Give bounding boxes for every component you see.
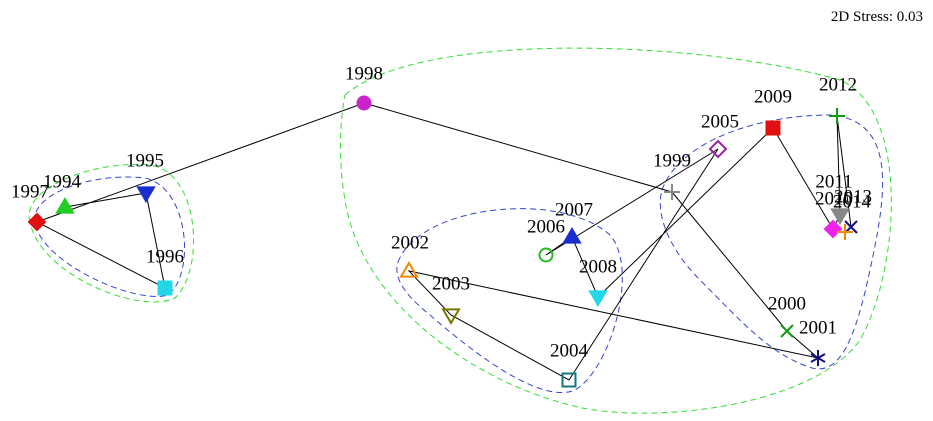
node-marker [830, 208, 850, 225]
node-marker [441, 308, 461, 325]
node-label: 1997 [11, 181, 49, 202]
node-marker [356, 95, 372, 111]
node-label: 2001 [799, 317, 837, 338]
node-label: 2011 [815, 171, 852, 192]
node-label: 2005 [701, 111, 739, 132]
trajectory-line [35, 102, 852, 381]
node-marker [823, 219, 843, 239]
node-marker [810, 353, 826, 363]
node-label: 2010 [815, 188, 853, 209]
group-ellipse [28, 163, 194, 303]
node-label: 1994 [43, 171, 82, 192]
node-marker [562, 227, 582, 244]
trajectory [35, 102, 852, 381]
node-label: 2014 [833, 191, 872, 212]
group-ellipse [339, 47, 892, 414]
node-label: 1995 [126, 150, 164, 171]
node-marker [157, 280, 173, 296]
node-marker [27, 212, 47, 232]
node-label: 2012 [819, 74, 857, 95]
node-marker [399, 261, 419, 278]
node-label: 2006 [527, 216, 565, 237]
group-ellipse [396, 208, 623, 393]
node-label: 1998 [345, 63, 383, 84]
node-label: 2002 [391, 232, 429, 253]
group-ellipse [659, 114, 884, 370]
node-label: 2004 [550, 340, 589, 361]
node-label: 2009 [754, 86, 792, 107]
stress-label: 2D Stress: 0.03 [831, 9, 923, 25]
node-label: 1999 [653, 150, 691, 171]
node-marker [538, 247, 554, 263]
node-marker [136, 186, 156, 203]
node-marker [588, 290, 608, 307]
node-label: 2008 [579, 256, 617, 277]
node-marker [561, 372, 577, 388]
node-marker [765, 120, 781, 136]
nodes: 1994 1995 1996 1997 1998 1999 2000 2001 20022003… [11, 63, 872, 388]
node-label: 2000 [768, 293, 806, 314]
node-label: 2003 [432, 273, 470, 294]
node-marker [708, 139, 728, 159]
node-label: 1996 [146, 246, 184, 267]
node-marker [780, 324, 794, 338]
node-label: 2007 [555, 199, 593, 220]
group-ellipse [34, 176, 185, 297]
node-marker [55, 197, 75, 214]
node-label: 2013 [834, 186, 872, 207]
